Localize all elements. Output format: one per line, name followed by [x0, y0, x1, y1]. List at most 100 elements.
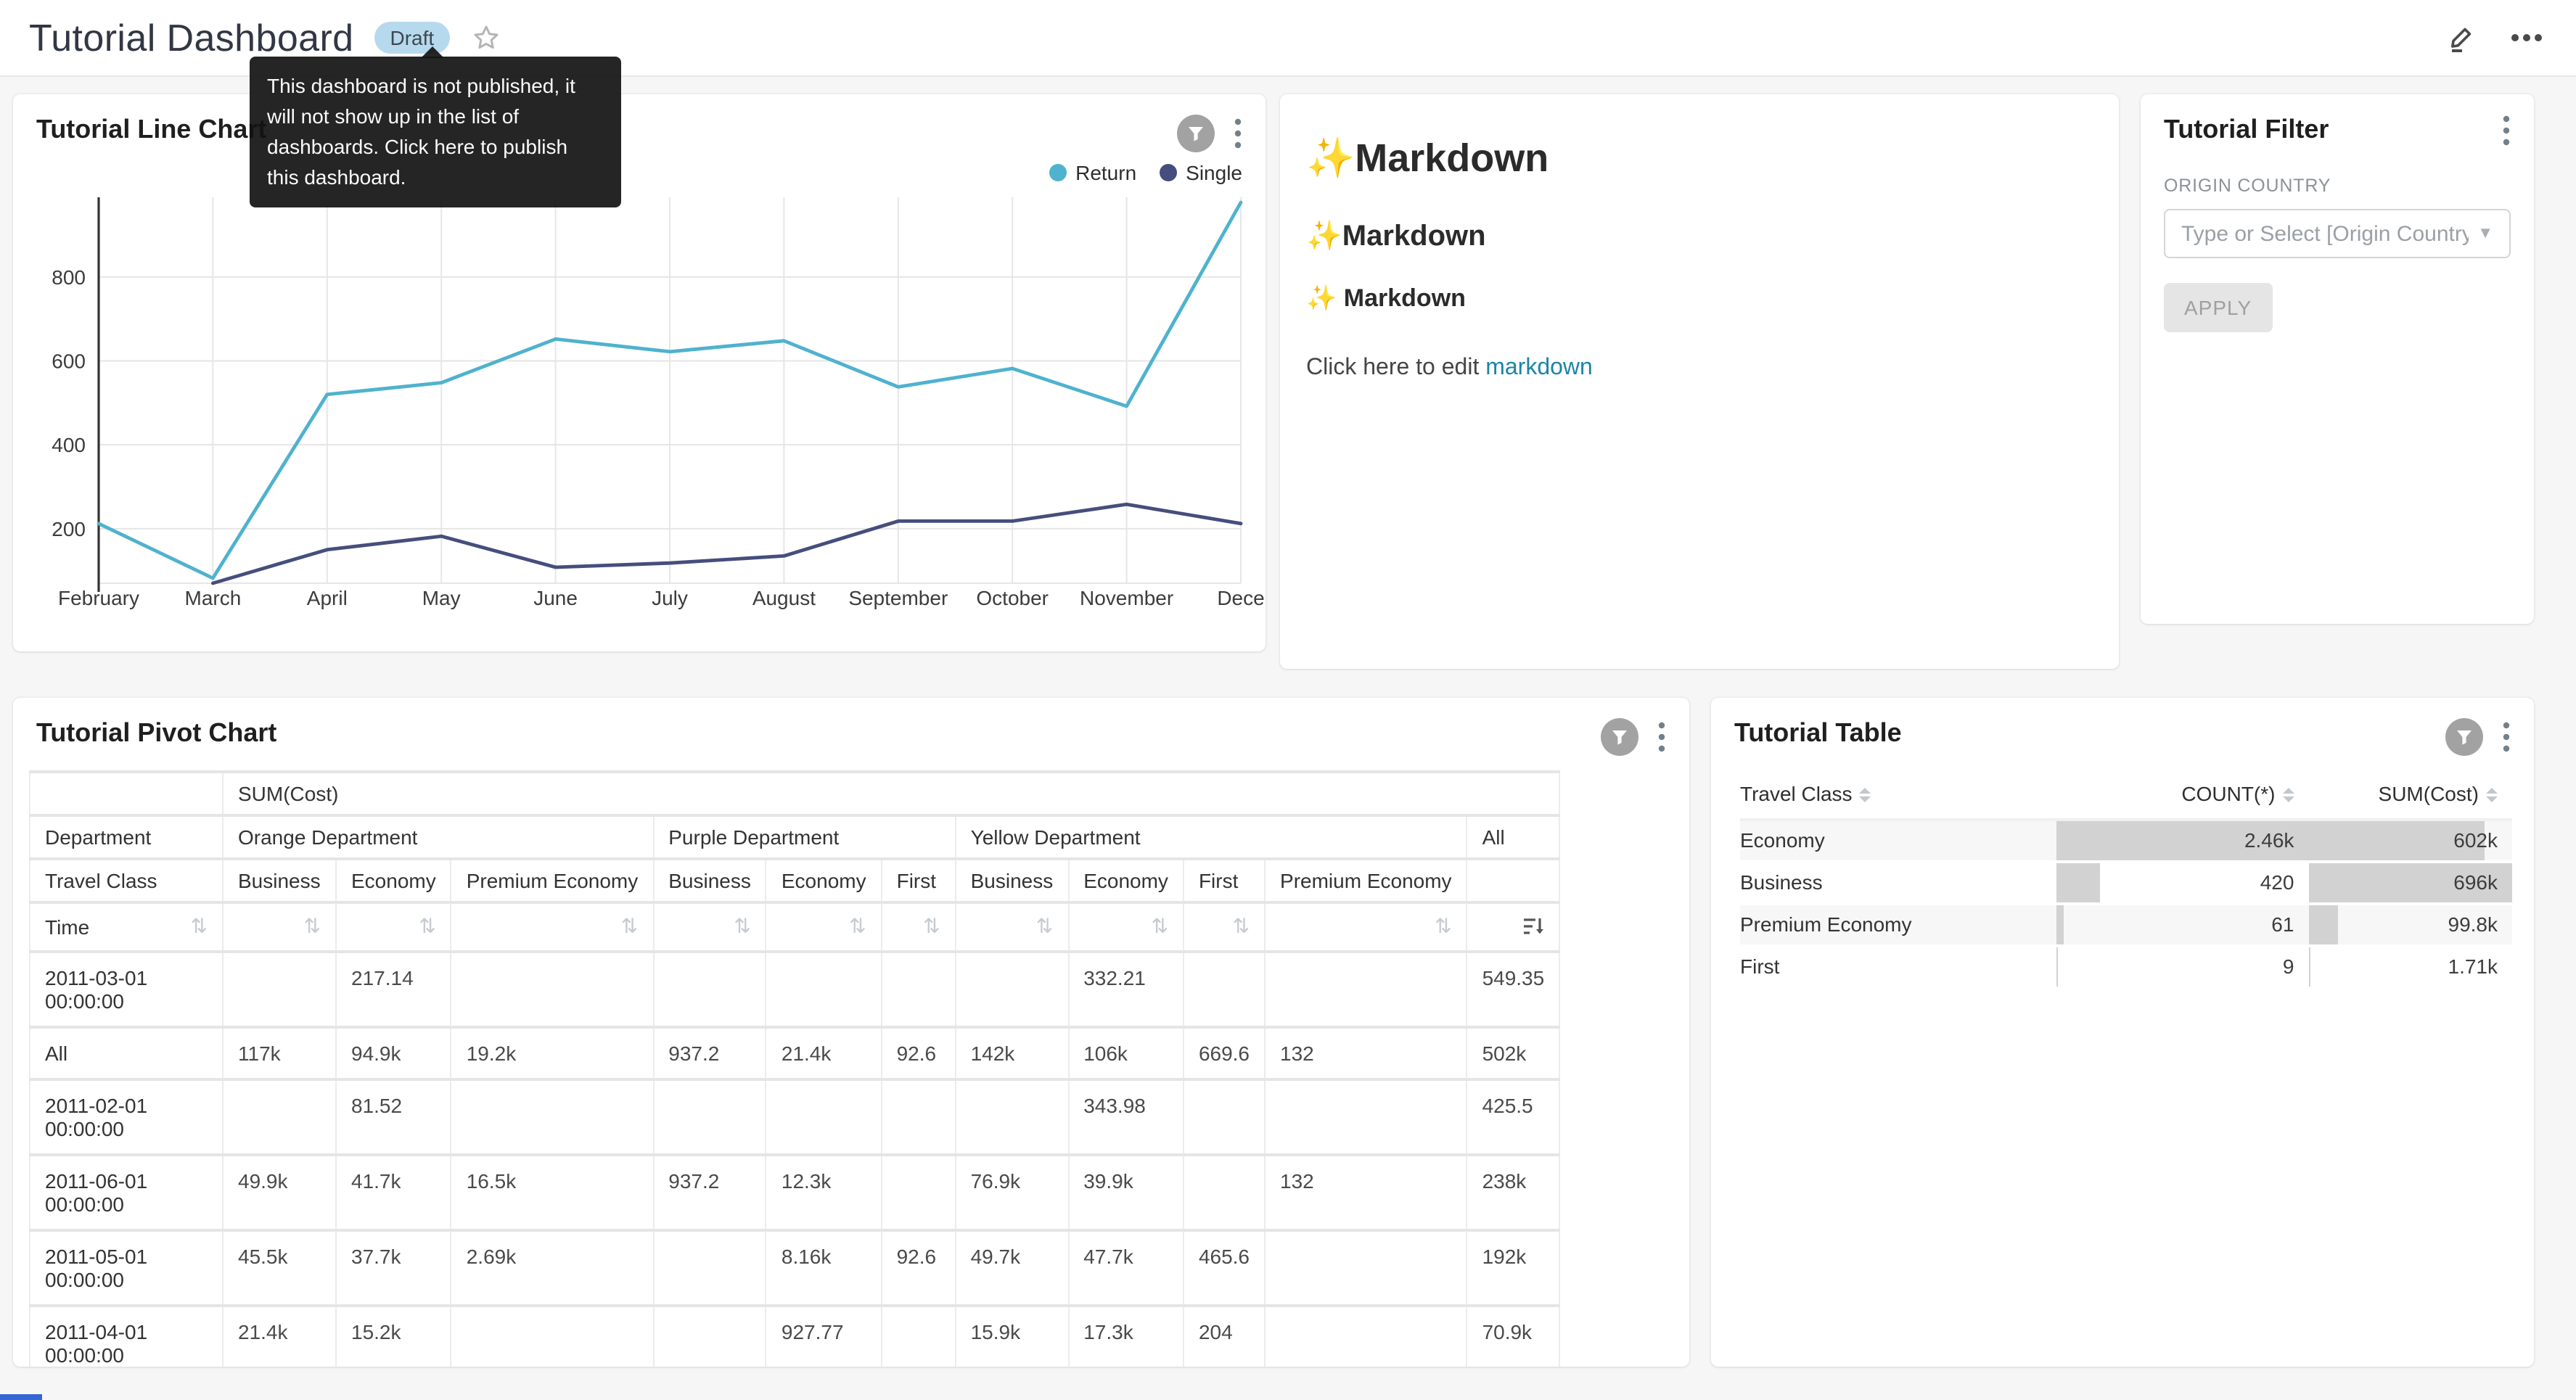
- sort-icon[interactable]: ⇅: [419, 915, 435, 936]
- table-row[interactable]: Business420696k: [1740, 862, 2512, 904]
- table-row: 2011-06-01 00:00:0049.9k41.7k16.5k937.21…: [30, 1155, 1559, 1230]
- table-row[interactable]: Economy2.46k602k: [1740, 820, 2512, 862]
- markdown-edit-link[interactable]: markdown: [1485, 355, 1593, 380]
- value-label: 2.46k: [2057, 821, 2309, 860]
- sort-icon[interactable]: ⇅: [1151, 915, 1168, 936]
- pivot-table-wrap: SUM(Cost)DepartmentOrange DepartmentPurp…: [29, 770, 1689, 1367]
- filter-panel: Tutorial Filter ORIGIN COUNTRY Type or S…: [2141, 94, 2534, 624]
- tooltip-arrow: [421, 46, 444, 58]
- origin-country-select[interactable]: Type or Select [Origin Country] ▼: [2164, 209, 2511, 258]
- table-row[interactable]: Premium Economy6199.8k: [1740, 904, 2512, 946]
- sort-icon[interactable]: ⇅: [1233, 915, 1250, 936]
- count-cell: 61: [2057, 904, 2309, 946]
- x-axis-label: July: [652, 587, 688, 609]
- chart-menu-icon[interactable]: [1657, 721, 1666, 753]
- pivot-value-cell: 927.77: [766, 1306, 882, 1367]
- applied-filters-icon[interactable]: [1601, 718, 1638, 756]
- pivot-value-cell: 49.9k: [223, 1155, 336, 1230]
- pivot-sort-cell: ⇅: [1184, 902, 1265, 952]
- pivot-value-cell: [956, 952, 1069, 1027]
- markdown-paragraph: Click here to edit markdown: [1306, 355, 2090, 382]
- pivot-value-cell: [223, 1079, 336, 1155]
- value-label: 1.71k: [2308, 947, 2512, 987]
- filter-title: Tutorial Filter: [2164, 115, 2329, 145]
- pivot-class-header: Business: [956, 859, 1069, 902]
- sort-icon[interactable]: ⇅: [734, 915, 750, 936]
- pivot-value-cell: 117k: [223, 1027, 336, 1079]
- sum-cell: 1.71k: [2308, 946, 2512, 988]
- chart-menu-icon[interactable]: [2502, 721, 2511, 753]
- sort-icon[interactable]: ⇅: [1435, 915, 1451, 936]
- column-header-label: COUNT(*): [2181, 782, 2275, 805]
- column-header-travel-class[interactable]: Travel Class: [1740, 773, 2057, 820]
- line-chart[interactable]: 200400600800FebruaryMarchAprilMayJuneJul…: [13, 94, 1266, 651]
- pivot-value-cell: 204: [1184, 1306, 1265, 1367]
- pivot-value-cell: [882, 1155, 956, 1230]
- pivot-value-cell: [1184, 952, 1265, 1027]
- pivot-value-cell: 81.52: [336, 1079, 451, 1155]
- table-row[interactable]: First91.71k: [1740, 946, 2512, 988]
- chevron-down-icon: ▼: [2477, 225, 2493, 242]
- pivot-value-cell: 937.2: [653, 1027, 766, 1079]
- pivot-class-header: First: [882, 859, 956, 902]
- more-actions-icon[interactable]: [2509, 32, 2544, 44]
- sort-icon[interactable]: ⇅: [621, 915, 638, 936]
- pivot-class-header: [1467, 859, 1560, 902]
- publish-tooltip[interactable]: This dashboard is not published, it will…: [250, 57, 621, 207]
- pivot-value-cell: 238k: [1467, 1155, 1560, 1230]
- edit-dashboard-icon[interactable]: [2444, 21, 2477, 54]
- favorite-star-icon[interactable]: [472, 23, 501, 52]
- value-label: 696k: [2308, 863, 2512, 902]
- sort-icon[interactable]: ⇅: [191, 915, 208, 936]
- pivot-value-cell: 94.9k: [336, 1027, 451, 1079]
- pivot-department-header: All: [1467, 815, 1560, 859]
- apply-button[interactable]: APPLY: [2164, 283, 2272, 332]
- pivot-time-label: Time⇅: [30, 902, 223, 952]
- count-cell: 2.46k: [2057, 820, 2309, 862]
- pivot-value-cell: 19.2k: [451, 1027, 654, 1079]
- pivot-value-cell: 465.6: [1184, 1230, 1265, 1306]
- pivot-value-cell: 502k: [1467, 1027, 1560, 1079]
- pivot-value-cell: 132: [1265, 1027, 1467, 1079]
- pivot-sort-cell: ⇅: [882, 902, 956, 952]
- pivot-value-cell: 425.5: [1467, 1079, 1560, 1155]
- pivot-value-cell: [653, 1079, 766, 1155]
- pivot-value-cell: 17.3k: [1068, 1306, 1184, 1367]
- pivot-value-cell: 192k: [1467, 1230, 1560, 1306]
- line-chart-panel: Tutorial Line Chart ReturnSingle 2004006…: [13, 94, 1266, 651]
- x-axis-label: June: [533, 587, 578, 609]
- filter-menu-icon[interactable]: [2502, 115, 2511, 147]
- column-header-count[interactable]: COUNT(*): [2057, 773, 2309, 820]
- select-placeholder: Type or Select [Origin Country]: [2181, 221, 2469, 246]
- data-table-wrap: Travel Class COUNT(*) SUM(Cost) Economy2.46…: [1740, 773, 2512, 989]
- pivot-sort-cell: [1467, 902, 1560, 952]
- series-single[interactable]: [213, 504, 1241, 583]
- pivot-value-cell: 21.4k: [766, 1027, 882, 1079]
- pivot-sort-cell: ⇅: [1265, 902, 1467, 952]
- pivot-value-cell: 217.14: [336, 952, 451, 1027]
- markdown-panel[interactable]: ✨Markdown ✨Markdown ✨ Markdown Click her…: [1280, 94, 2119, 669]
- column-header-label: SUM(Cost): [2379, 782, 2479, 805]
- value-label: 420: [2057, 863, 2309, 902]
- sort-icon[interactable]: ⇅: [849, 915, 866, 936]
- pivot-class-header: Premium Economy: [1265, 859, 1467, 902]
- dashboard-page: Tutorial Dashboard Draft This dashboard …: [0, 0, 2576, 1400]
- sort-icon[interactable]: ⇅: [304, 915, 321, 936]
- pivot-value-cell: 15.2k: [336, 1306, 451, 1367]
- column-header-sum-cost[interactable]: SUM(Cost): [2308, 773, 2512, 820]
- sort-icon[interactable]: ⇅: [923, 915, 940, 936]
- pivot-sort-cell: ⇅: [1068, 902, 1184, 952]
- pivot-value-cell: [1265, 1079, 1467, 1155]
- pivot-value-cell: [1265, 1230, 1467, 1306]
- pivot-value-cell: [451, 952, 654, 1027]
- applied-filters-icon[interactable]: [2445, 718, 2483, 756]
- travel-class-cell: First: [1740, 946, 2057, 988]
- sort-icon[interactable]: ⇅: [1036, 915, 1053, 936]
- pivot-department-header: Orange Department: [223, 815, 653, 859]
- pivot-value-cell: 669.6: [1184, 1027, 1265, 1079]
- sort-descending-icon[interactable]: [1522, 915, 1544, 937]
- table-panel: Tutorial Table Travel ClassCOUNT(*)SUM(C…: [1711, 698, 2534, 1367]
- pivot-table: SUM(Cost)DepartmentOrange DepartmentPurp…: [29, 770, 1560, 1367]
- pivot-value-cell: 549.35: [1467, 952, 1560, 1027]
- pivot-value-cell: [766, 952, 882, 1027]
